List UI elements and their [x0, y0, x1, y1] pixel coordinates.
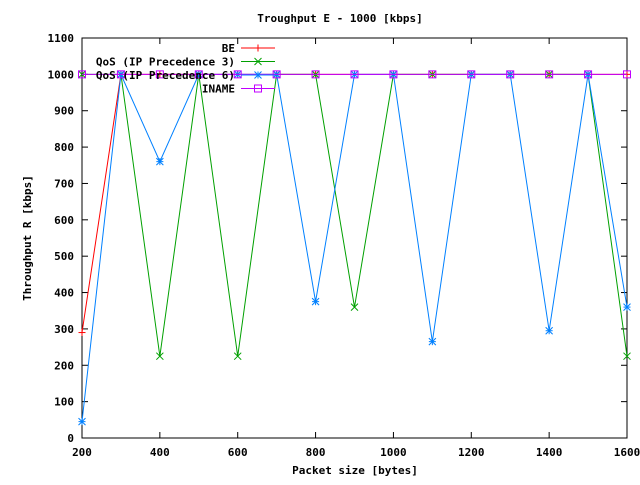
- x-tick-label: 400: [150, 446, 170, 459]
- x-tick-label: 600: [228, 446, 248, 459]
- y-tick-label: 1000: [48, 68, 75, 81]
- y-tick-label: 200: [54, 359, 74, 372]
- data-point-series-3: [429, 338, 436, 345]
- x-tick-label: 800: [306, 446, 326, 459]
- x-tick-label: 1600: [614, 446, 640, 459]
- legend-marker: [255, 72, 262, 79]
- y-tick-label: 500: [54, 250, 74, 263]
- chart-title: Troughput E - 1000 [kbps]: [257, 12, 423, 25]
- y-tick-label: 900: [54, 105, 74, 118]
- series-line-1: [82, 74, 627, 332]
- x-tick-label: 1400: [536, 446, 563, 459]
- data-point-series-3: [546, 327, 553, 334]
- y-tick-label: 600: [54, 214, 74, 227]
- data-point-series-3: [312, 298, 319, 305]
- y-axis-label: Throughput R [kbps]: [21, 175, 34, 301]
- legend-label: BE: [222, 42, 235, 55]
- data-point-series-1: [79, 329, 86, 336]
- x-axis-label: Packet size [bytes]: [292, 464, 418, 477]
- x-tick-label: 200: [72, 446, 92, 459]
- x-tick-label: 1200: [458, 446, 485, 459]
- y-tick-label: 0: [67, 432, 74, 445]
- legend-label: INAME: [202, 83, 235, 96]
- data-point-series-3: [624, 304, 631, 311]
- x-tick-label: 1000: [380, 446, 407, 459]
- y-tick-label: 300: [54, 323, 74, 336]
- y-tick-label: 1100: [48, 32, 75, 45]
- legend-label: QoS (IP Precedence 3): [96, 56, 235, 69]
- legend-label: QoS (IP Precedence 6): [96, 69, 235, 82]
- plot-area: 0 100 200 300 400 500 600 700 800 900 1000 1100 200 4…: [48, 32, 640, 459]
- y-tick-label: 700: [54, 177, 74, 190]
- legend-marker: [255, 45, 262, 52]
- series-line-3: [82, 74, 627, 421]
- y-tick-label: 100: [54, 396, 74, 409]
- y-tick-label: 400: [54, 287, 74, 300]
- series-line-2: [82, 74, 627, 356]
- data-point-series-3: [156, 158, 163, 165]
- y-tick-label: 800: [54, 141, 74, 154]
- plot-frame: [82, 38, 627, 438]
- data-point-series-3: [79, 418, 86, 425]
